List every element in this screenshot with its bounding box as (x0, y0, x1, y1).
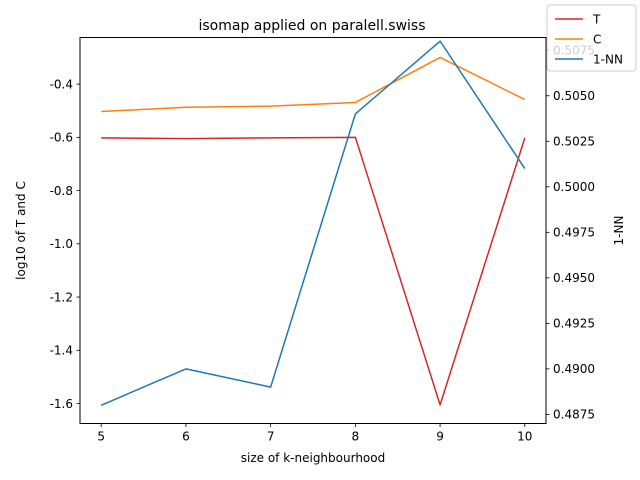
y-right-tick-label: 0.4950 (553, 271, 595, 285)
y-right-tick-label: 0.4875 (553, 408, 595, 422)
y-left-tick-label: -0.8 (50, 184, 73, 198)
legend-label-0: T (592, 12, 601, 26)
y-left-tick-label: -1.4 (50, 344, 73, 358)
legend-box (546, 4, 637, 72)
y-left-tick-label: -1.0 (50, 237, 73, 251)
x-axis-ticks: 5 6 7 8 9 10 (97, 423, 532, 444)
y-right-tick-label: 0.5050 (553, 89, 595, 103)
y-left-tick-label: -1.6 (50, 397, 73, 411)
x-tick-label: 10 (517, 430, 532, 444)
y-left-tick-label: -1.2 (50, 290, 73, 304)
y-left-tick-label: -0.4 (50, 77, 73, 91)
chart-title: isomap applied on paralell.swiss (198, 18, 425, 34)
y-right-tick-label: 0.4975 (553, 226, 595, 240)
y-right-tick-label: 0.5025 (553, 135, 595, 149)
y-axis-right-label: 1-NN (612, 216, 626, 246)
y-axis-left-label: log10 of T and C (14, 181, 28, 280)
y-right-tick-label: 0.4900 (553, 362, 595, 376)
x-tick-label: 6 (182, 430, 190, 444)
x-tick-label: 5 (97, 430, 105, 444)
legend: TC 1-NN (546, 4, 637, 72)
x-tick-label: 8 (352, 430, 360, 444)
legend-label-2: 1-NN (593, 52, 623, 66)
y-right-tick-label: 0.4925 (553, 317, 595, 331)
x-tick-label: 9 (436, 430, 444, 444)
plot-lines (100, 40, 526, 406)
y-axis-right-ticks: 0.4875 0.4900 0.4925 0.4950 0.4975 0.5000 0.50… (546, 44, 595, 422)
y-right-tick-label: 0.5000 (553, 180, 595, 194)
legend-label-1: C (593, 32, 601, 46)
y-axis-left-ticks: -1.6 -1.4 -1.2 -1.0 -0.8 -0.6 -0.4 (50, 77, 80, 411)
x-tick-label: 7 (267, 430, 275, 444)
x-axis-label: size of k-neighbourhood (241, 451, 385, 465)
y-left-tick-label: -0.6 (50, 131, 73, 145)
plot-frame (79, 37, 547, 424)
series-line-1 (101, 56, 526, 113)
series-line-0 (101, 136, 526, 406)
series-line-2 (100, 40, 526, 406)
